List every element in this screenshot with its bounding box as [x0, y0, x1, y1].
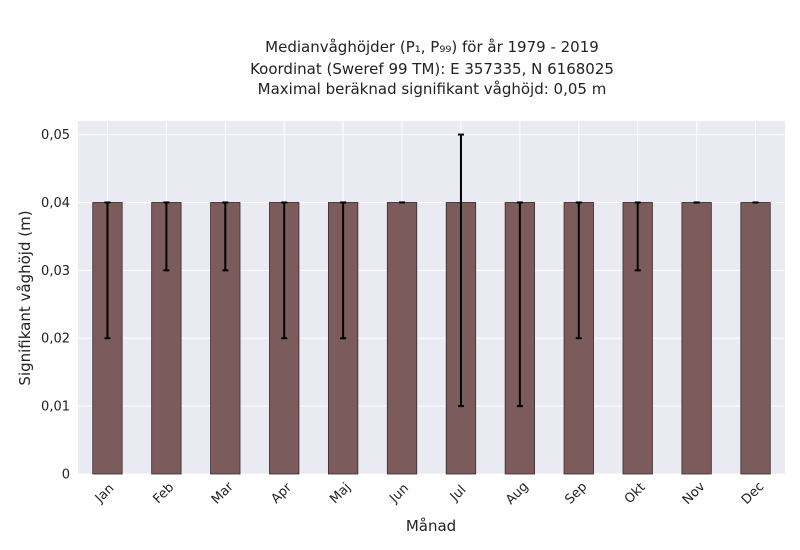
y-tick-label: 0 [62, 468, 70, 483]
x-tick-label-mar: Mar [209, 479, 237, 507]
x-tick-label-okt: Okt [622, 480, 649, 507]
bars [92, 202, 771, 475]
x-tick-label-jan: Jan [92, 481, 117, 506]
x-tick-label-maj: Maj [327, 480, 354, 507]
x-tick-label-jun: Jun [386, 481, 412, 507]
x-tick-label-dec: Dec [739, 479, 767, 507]
x-tick-label-apr: Apr [268, 480, 295, 507]
y-tick-label: 0,02 [41, 332, 70, 347]
bar-nov [681, 202, 712, 475]
title-line-2: Koordinat (Sweref 99 TM): E 357335, N 61… [250, 60, 614, 78]
title-line-1: Medianvåghöjder (P₁, P₉₉) för år 1979 - … [265, 38, 599, 56]
error-bars [104, 133, 759, 408]
x-tick-label-feb: Feb [150, 480, 177, 507]
y-axis-ticks: 0 0,01 0,02 0,03 0,04 0,05 [41, 128, 70, 482]
title-line-3: Maximal beräknad signifikant våghöjd: 0,… [258, 80, 607, 98]
x-axis-ticks: Jan Feb Mar Apr Maj Jun Jul Aug Sep Okt Nov Dec [92, 479, 767, 508]
y-tick-label: 0,03 [41, 264, 70, 279]
x-axis-label: Månad [406, 517, 456, 535]
y-tick-label: 0,01 [41, 400, 70, 415]
bar-jun [386, 202, 418, 475]
chart-title: Medianvåghöjder (P₁, P₉₉) för år 1979 - … [250, 38, 614, 98]
error-bar-mar [222, 201, 229, 272]
error-bar-jan [104, 201, 111, 340]
error-bar-sep [575, 201, 582, 340]
x-tick-label-jul: Jul [447, 483, 469, 505]
error-bar-feb [163, 201, 170, 272]
x-tick-label-sep: Sep [562, 480, 590, 508]
bar-dec [740, 202, 771, 475]
y-tick-label: 0,05 [41, 128, 70, 143]
y-tick-label: 0,04 [41, 196, 70, 211]
error-bar-jul [457, 133, 464, 408]
error-bar-apr [281, 201, 288, 340]
error-bar-okt [634, 201, 641, 272]
error-bar-maj [340, 201, 347, 340]
y-axis-label: Signifikant våghöjd (m) [16, 210, 34, 385]
plot-area [78, 121, 785, 474]
x-tick-label-aug: Aug [503, 479, 532, 508]
x-tick-label-nov: Nov [680, 479, 709, 508]
error-bar-aug [516, 201, 523, 408]
